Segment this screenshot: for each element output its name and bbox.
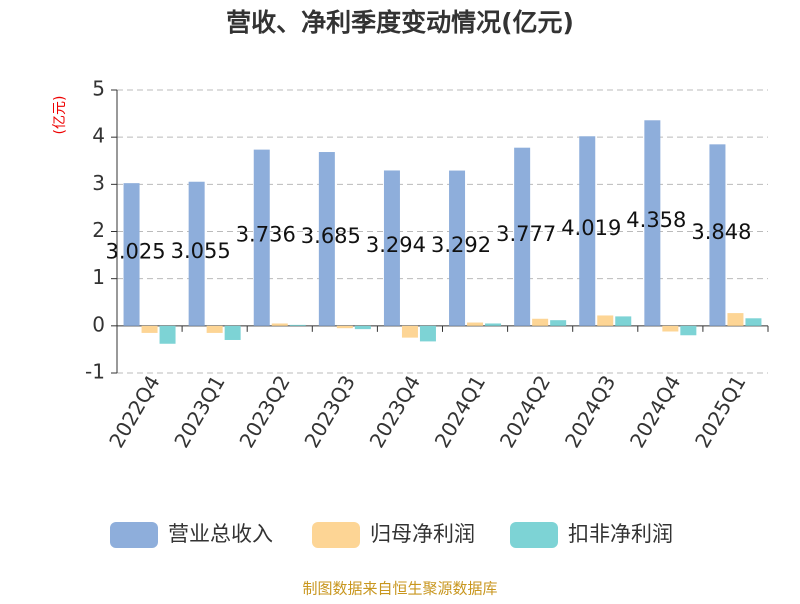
data-label: 3.055	[171, 239, 231, 263]
bar	[141, 325, 158, 333]
bar	[514, 147, 531, 326]
bar	[401, 325, 418, 338]
y-tick-label: 3	[92, 171, 105, 195]
bar	[579, 136, 596, 326]
bar	[485, 323, 502, 326]
bar	[419, 325, 436, 342]
y-tick-label: 0	[92, 312, 105, 336]
x-tick-label: 2024Q3	[560, 371, 620, 452]
data-label: 3.292	[431, 233, 491, 257]
bar	[354, 325, 371, 330]
data-label: 4.019	[561, 216, 621, 240]
legend-swatch	[312, 522, 360, 548]
x-tick-label: 2022Q4	[104, 371, 164, 452]
chart-title: 营收、净利季度变动情况(亿元)	[226, 8, 574, 37]
bar	[727, 313, 744, 326]
legend-label: 归母净利润	[370, 522, 475, 546]
bar	[680, 325, 697, 336]
data-label: 3.848	[691, 220, 751, 244]
x-tick-label: 2023Q4	[365, 371, 425, 452]
bar	[597, 315, 614, 326]
x-tick-label: 2024Q1	[430, 371, 490, 452]
bar	[188, 181, 205, 326]
legend-swatch	[110, 522, 158, 548]
bar	[271, 323, 288, 326]
x-tick-label: 2024Q2	[495, 371, 555, 452]
bar	[709, 144, 726, 326]
x-tick-label: 2025Q1	[690, 371, 750, 452]
y-tick-label: 5	[92, 77, 105, 101]
data-label: 3.736	[236, 223, 296, 247]
bar	[318, 152, 335, 326]
bar	[662, 325, 679, 332]
x-tick-label: 2023Q1	[169, 371, 229, 452]
y-tick-label: 1	[92, 265, 105, 289]
bar	[206, 325, 223, 333]
bar	[253, 149, 270, 326]
data-label: 3.025	[105, 239, 165, 263]
data-label: 3.685	[301, 224, 361, 248]
bar	[123, 183, 140, 326]
source-note: 制图数据来自恒生聚源数据库	[302, 580, 497, 598]
bar	[449, 170, 466, 326]
bar	[550, 320, 567, 326]
bar	[383, 170, 400, 326]
legend-label: 营业总收入	[168, 522, 273, 546]
x-tick-label: 2023Q3	[299, 371, 359, 452]
y-tick-label: 4	[92, 124, 105, 148]
x-tick-label: 2024Q4	[625, 371, 685, 452]
x-tick-label: 2023Q2	[234, 371, 294, 452]
y-tick-label: 2	[92, 218, 105, 242]
y-axis-label: (亿元)	[52, 96, 68, 135]
bar	[644, 120, 661, 326]
bar	[289, 324, 306, 326]
bar	[745, 318, 762, 326]
data-label: 3.777	[496, 222, 556, 246]
bar	[224, 325, 241, 340]
bar	[532, 318, 549, 326]
bar	[467, 322, 484, 326]
y-tick-label: -1	[85, 360, 105, 384]
data-label: 3.294	[366, 233, 426, 257]
legend-label: 扣非净利润	[568, 522, 673, 546]
data-label: 4.358	[626, 208, 686, 232]
bar	[159, 325, 176, 344]
legend-swatch	[510, 522, 558, 548]
bar	[336, 325, 353, 329]
bar	[615, 316, 632, 326]
